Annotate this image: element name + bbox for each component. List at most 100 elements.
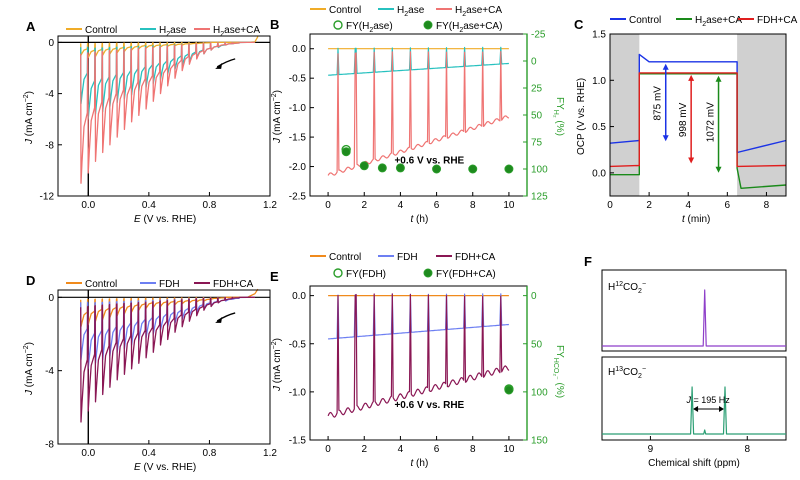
panel-c-legend-label: Control [629,15,661,26]
panel-b-y2-tick-label: 125 [531,192,548,203]
panel-b-legend-label: H2ase+CA [455,5,502,18]
panel-d-legend-label: Control [85,279,117,290]
panel-a-xlabel: E (V vs. RHE) [134,214,196,225]
panel-e-y-tick-label: -1.5 [289,436,307,447]
potential-annotation: +0.6 V vs. RHE [394,156,464,167]
panel-d-legend-label-part: FDH [159,279,180,290]
nmr-label-12c: H12CO2− [608,281,646,295]
fy-filled-point [432,164,442,174]
panel-e-x-tick-label: 10 [503,444,515,455]
panel-c-xlabel-part: t [682,214,686,225]
panel-d-ylabel-part: J [24,389,35,396]
fy-filled-point [341,147,351,157]
legend-fy-open [333,20,343,30]
panel-e-x-tick-label: 2 [361,444,367,455]
panel-b-legend-label-part: FY(H [346,21,369,32]
panel-b-legend-label: FY(H2ase+CA) [436,21,502,34]
panel-e-ylabel-part: J [272,385,283,392]
panel-d-x-tick-label: 0.4 [142,448,156,459]
nmr-label-13c: H13CO2− [608,366,646,380]
panel-c-x-tick-label: 4 [685,200,691,211]
panel-a-legend-label-part: H [213,25,220,36]
panel-e-x-tick-label: 8 [470,444,476,455]
panel-b-x-tick-label: 8 [470,200,476,211]
panel-b-legend-label-part: ase [408,5,425,16]
panel-c-y-tick-label: 0.5 [592,122,606,133]
nmr-label-13c-part: 2 [638,373,642,380]
arrow-head [662,135,669,142]
panel-letter: F [584,254,592,269]
panel-c-legend-label: H2ase+CA [695,15,742,28]
panel-b-legend-label-part: 2 [404,11,408,18]
dark-period-shade [610,34,640,196]
panel-f-xlabel: Chemical shift (ppm) [648,458,740,469]
panel-c-legend-label: FDH+CA [757,15,798,26]
panel-d-xlabel-part: (V vs. RHE) [141,462,197,473]
nmr-label-12c-part: − [642,281,646,288]
panel-b-ylabel-part: ) [272,90,283,93]
coupling-label-part: = 195 Hz [691,395,730,405]
panel-b-series-2 [327,50,510,176]
panel-b-legend-label-part: FY(H [436,21,459,32]
panel-d-x-tick-label: 1.2 [263,448,277,459]
panel-d-ylabel: J (mA cm−2) [23,342,35,396]
panel-b-y-tick-label: -2.5 [289,192,307,203]
panel-b-legend-label: Control [329,5,361,16]
spectrum-frame-top [601,269,787,352]
panel-b-x-tick-label: 4 [398,200,404,211]
panel-b-xlabel-part: (h) [413,214,428,225]
panel-a-legend-label-part: ase [170,25,187,36]
panel-e-legend-label: FY(FDH+CA) [436,269,496,280]
panel-b-y-tick-label: -1.0 [289,103,307,114]
potential-annotation: +0.6 V vs. RHE [394,400,464,411]
arrow-head [215,316,223,323]
panel-a-ylabel-part: (mA cm [24,102,35,139]
panel-a-ylabel-part: −2 [23,94,30,102]
panel-c-x-tick-label: 6 [725,200,731,211]
panel-d-legend-label: FDH [159,279,180,290]
panel-b-legend-label-part: ase+CA) [463,21,502,32]
panel-a-y-tick-label: -12 [40,192,55,203]
panel-d-legend-label: FDH+CA [213,279,254,290]
arrow-head [215,62,223,69]
panel-b-y-tick-label: -0.5 [289,74,307,85]
panel-c-legend-label-part: ase+CA [706,15,742,26]
panel-d-x-tick-label: 0.0 [81,448,95,459]
panel-a-series-2 [80,41,255,184]
panel-b-xlabel: t (h) [411,214,429,225]
panel-c-x-tick-label: 0 [607,200,613,211]
panel-e-legend-label: Control [329,252,361,263]
panel-b-y-tick-label: -2.0 [289,162,307,173]
panel-letter: E [270,269,279,284]
panel-a-ylabel-part: ) [24,91,35,94]
coupling-label: J = 195 Hz [686,395,731,405]
panel-c-xlabel-part: (min) [685,214,711,225]
nmr-label-13c-part: H [608,367,615,378]
panel-e-xlabel-part: (h) [413,458,428,469]
panel-c-x-tick-label: 2 [646,200,652,211]
nmr-label-12c-part: CO [623,282,638,293]
panel-b-y2label: FYH₂ (%) [552,97,565,136]
panel-a-x-tick-label: 0.0 [81,200,95,211]
arrow-head [715,166,722,173]
panel-b-legend-label-part: ase) [373,21,392,32]
spectrum-frame-bottom [601,356,787,441]
panel-a-x-tick-label: 0.4 [142,200,156,211]
panel-c-y-tick-label: 1.0 [592,76,606,87]
panel-c-y-tick-label: 0.0 [592,168,606,179]
panel-b-series-1 [328,46,509,76]
panel-b-legend-label-part: 2 [462,11,466,18]
panel-e-y2-tick-label: 50 [531,339,543,350]
panel-a-legend-label-part: ase+CA [224,25,260,36]
panel-b-y2-tick-label: 50 [531,111,543,122]
panel-e-y2label-part: HCO₂⁻ [552,358,559,380]
nmr-label-12c-part: 2 [638,288,642,295]
plot-frame [609,33,787,197]
panel-b-x-tick-label: 6 [434,200,440,211]
panel-c-series-2 [609,72,787,168]
panel-a-y-tick-label: 0 [48,38,54,49]
panel-e-ylabel: J (mA cm−2) [271,338,283,392]
panel-letter: A [26,19,36,34]
legend-fy-open [333,268,343,278]
